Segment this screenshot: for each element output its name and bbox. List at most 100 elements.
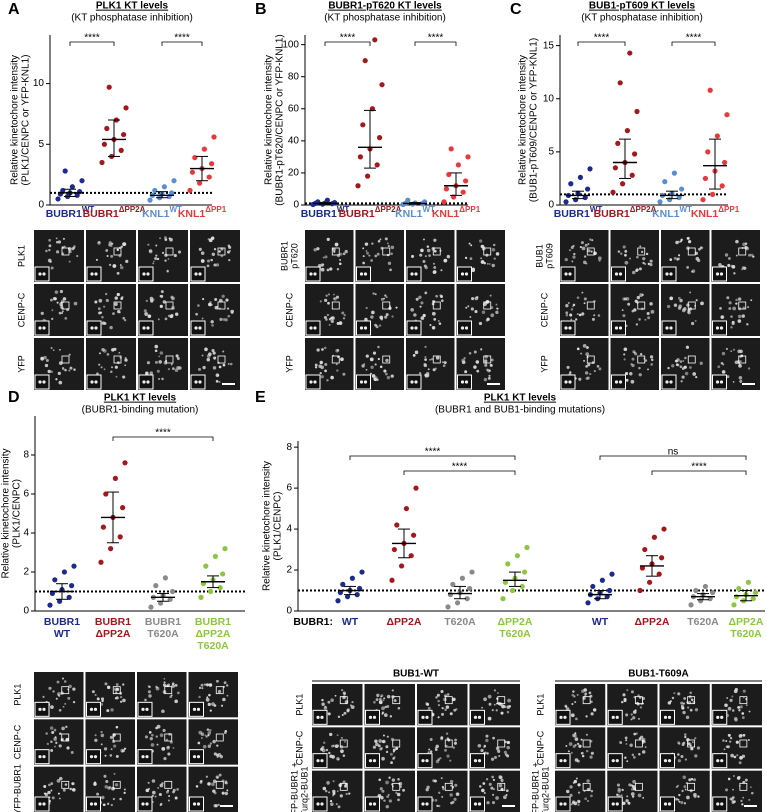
kinetochore-spot [390, 761, 393, 765]
kinetochore-spot [681, 789, 684, 793]
kinetochore-spot [162, 300, 167, 304]
kinetochore-spot [492, 736, 495, 740]
kinetochore-spot [202, 744, 207, 749]
kinetochore-spot [200, 737, 203, 739]
kinetochore-spot [680, 380, 683, 383]
kinetochore-spot [63, 245, 66, 248]
inset-spot [663, 715, 668, 719]
kinetochore-spot [155, 726, 158, 730]
kinetochore-spot [170, 313, 174, 317]
data-point [519, 583, 525, 590]
inset [190, 320, 206, 336]
kinetochore-spot [687, 311, 690, 314]
inset-box [331, 355, 340, 364]
kinetochore-spot [161, 251, 165, 255]
kinetochore-spot [674, 359, 678, 363]
kinetochore-spot [481, 310, 486, 314]
group-label: KNL1ΔPP1 [178, 205, 227, 220]
data-point [607, 587, 613, 594]
inset-box [331, 247, 340, 256]
kinetochore-spot [749, 786, 752, 789]
kinetochore-spot [104, 754, 107, 757]
inset [86, 796, 101, 812]
kinetochore-spot [201, 317, 204, 320]
kinetochore-spot [625, 739, 628, 742]
data-point [577, 174, 584, 180]
kinetochore-spot [381, 740, 385, 743]
kinetochore-spot [154, 795, 157, 798]
inset-spot [42, 755, 46, 759]
kinetochore-spot [696, 746, 701, 750]
kinetochore-spot [633, 732, 636, 736]
kinetochore-spot [428, 254, 431, 257]
kinetochore-spot [649, 263, 653, 267]
kinetochore-spot [495, 796, 499, 800]
kinetochore-spot [731, 695, 734, 698]
group-label: ΔPP2A [498, 616, 533, 628]
group-label: BUBR1WT [301, 205, 350, 220]
data-point [69, 583, 75, 589]
inset-spot [93, 802, 98, 806]
inset-spot [94, 272, 98, 276]
inset [660, 709, 675, 725]
kinetochore-spot [671, 364, 675, 368]
kinetochore-spot [453, 708, 457, 712]
data-point [47, 602, 53, 608]
kinetochore-spot [100, 743, 103, 746]
kinetochore-spot [94, 738, 98, 742]
group-label: T620A [444, 616, 476, 628]
inset-spot [715, 380, 720, 384]
kinetochore-spot [328, 751, 331, 755]
kinetochore-spot [622, 693, 626, 697]
kinetochore-spot [440, 269, 443, 272]
data-point [121, 131, 127, 138]
kinetochore-spot [114, 302, 118, 306]
inset [190, 266, 206, 282]
group-label: KNL1ΔPP1 [691, 205, 740, 220]
kinetochore-spot [381, 712, 384, 715]
kinetochore-spot [166, 746, 170, 750]
kinetochore-spot [223, 731, 227, 735]
kinetochore-spot [145, 299, 149, 303]
kinetochore-spot [215, 379, 219, 383]
kinetochore-spot [568, 742, 573, 746]
inset-spot [425, 759, 429, 763]
kinetochore-spot [159, 783, 164, 788]
kinetochore-spot [411, 254, 415, 258]
kinetochore-spot [619, 741, 623, 745]
data-point [647, 579, 653, 585]
kinetochore-spot [154, 256, 158, 261]
kinetochore-spot [316, 348, 320, 352]
kinetochore-spot [625, 799, 629, 803]
kinetochore-spot [616, 793, 619, 797]
kinetochore-spot [334, 242, 339, 247]
data-point [394, 522, 400, 528]
image-row-label: PLK1 [12, 684, 22, 706]
kinetochore-spot [73, 301, 78, 306]
kinetochore-spot [733, 755, 737, 759]
data-point [465, 154, 471, 160]
kinetochore-spot [380, 796, 384, 800]
kinetochore-spot [580, 241, 584, 245]
kinetochore-spot [730, 350, 733, 353]
kinetochore-spot [738, 364, 742, 368]
kinetochore-spot [225, 298, 229, 302]
kinetochore-spot [636, 702, 640, 706]
kinetochore-spot [435, 744, 439, 748]
kinetochore-spot [103, 747, 108, 751]
kinetochore-spot [488, 369, 491, 372]
kinetochore-spot [336, 349, 340, 352]
kinetochore-spot [741, 754, 746, 758]
data-point [197, 180, 203, 186]
kinetochore-spot [342, 695, 346, 700]
kinetochore-spot [215, 263, 220, 267]
kinetochore-spot [693, 792, 697, 797]
kinetochore-spot [591, 239, 594, 242]
kinetochore-spot [162, 728, 166, 733]
y-tick-label: 15 [543, 40, 555, 51]
kinetochore-spot [392, 748, 396, 752]
kinetochore-spot [327, 301, 330, 305]
inset-spot [38, 707, 42, 711]
inset-spot [720, 715, 724, 719]
kinetochore-spot [490, 306, 494, 309]
